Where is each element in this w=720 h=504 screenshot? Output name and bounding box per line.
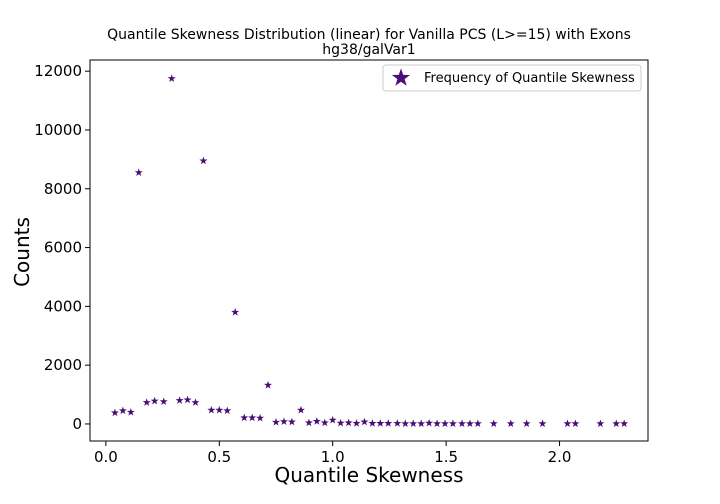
data-point xyxy=(272,417,280,426)
data-point xyxy=(368,419,377,427)
data-point xyxy=(393,419,402,427)
y-tick-label: 10000 xyxy=(34,121,82,139)
data-point xyxy=(312,417,321,425)
data-point xyxy=(279,417,288,425)
data-point xyxy=(473,419,482,428)
data-point xyxy=(448,419,457,428)
data-point xyxy=(612,419,621,428)
y-axis: 0 2000 4000 6000 8000 10000 12000 xyxy=(34,62,90,433)
chart-title: Quantile Skewness Distribution (linear) … xyxy=(107,27,631,43)
data-point xyxy=(199,156,208,165)
x-tick-label: 0.0 xyxy=(94,448,118,466)
data-point xyxy=(344,418,353,427)
y-tick-label: 6000 xyxy=(44,239,82,257)
data-point xyxy=(563,419,572,428)
y-axis-label: Counts xyxy=(10,217,34,287)
data-point xyxy=(118,406,127,415)
data-point xyxy=(167,74,176,82)
data-point xyxy=(360,417,369,426)
x-axis: 0.0 0.5 1.0 1.5 2.0 xyxy=(94,441,572,466)
data-point xyxy=(522,419,531,428)
data-point xyxy=(183,395,192,404)
data-point xyxy=(433,419,442,428)
data-point xyxy=(376,419,385,427)
data-point xyxy=(264,380,273,389)
data-point xyxy=(287,417,296,426)
data-point xyxy=(458,419,466,428)
chart-subtitle: hg38/galVar1 xyxy=(322,42,415,58)
data-point xyxy=(352,419,361,427)
legend-label: Frequency of Quantile Skewness xyxy=(424,71,635,86)
data-point xyxy=(571,419,580,428)
data-point xyxy=(538,419,547,428)
data-point xyxy=(320,418,329,427)
data-point xyxy=(191,398,200,406)
data-point xyxy=(336,418,345,427)
data-point xyxy=(620,419,629,428)
data-points xyxy=(110,74,629,428)
x-tick-label: 1.0 xyxy=(321,448,345,466)
data-point xyxy=(296,405,305,414)
plot-area xyxy=(89,59,649,442)
data-point xyxy=(465,419,474,428)
x-tick-label: 1.5 xyxy=(434,448,458,466)
data-point xyxy=(207,405,216,414)
data-point xyxy=(489,419,498,428)
x-axis-label: Quantile Skewness xyxy=(274,463,463,487)
data-point xyxy=(142,398,151,406)
x-tick-label: 2.0 xyxy=(548,448,572,466)
data-point xyxy=(240,413,249,422)
legend: Frequency of Quantile Skewness xyxy=(382,64,642,92)
y-tick-label: 12000 xyxy=(34,62,82,80)
data-point xyxy=(304,418,313,427)
y-tick-label: 8000 xyxy=(44,180,82,198)
data-point xyxy=(384,419,393,427)
data-point xyxy=(110,408,119,417)
data-point xyxy=(223,406,232,415)
data-point xyxy=(425,418,434,427)
data-point xyxy=(401,419,410,428)
data-point xyxy=(231,308,240,316)
y-tick-label: 2000 xyxy=(44,356,82,374)
data-point xyxy=(328,415,337,424)
legend-box xyxy=(382,64,642,92)
data-point xyxy=(506,419,515,428)
y-tick-label: 0 xyxy=(72,415,82,433)
data-point xyxy=(417,419,426,428)
legend-marker xyxy=(391,68,411,86)
data-point xyxy=(596,419,605,428)
data-point xyxy=(150,396,159,405)
x-tick-label: 0.5 xyxy=(207,448,231,466)
data-point xyxy=(175,396,184,404)
data-point xyxy=(256,413,265,422)
data-point xyxy=(440,419,449,428)
data-point xyxy=(126,407,135,416)
data-point xyxy=(159,397,168,405)
data-point xyxy=(248,413,257,422)
y-tick-label: 4000 xyxy=(44,297,82,315)
data-point xyxy=(409,419,418,428)
data-point xyxy=(215,405,224,414)
data-point xyxy=(134,168,143,176)
